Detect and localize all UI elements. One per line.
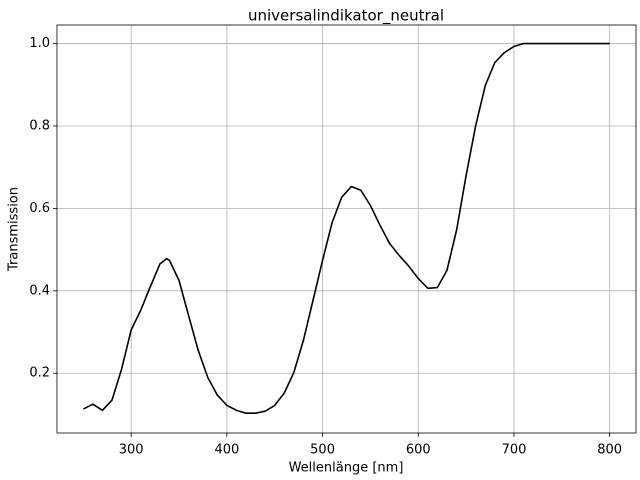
y-tick-label: 0.2 [29, 366, 50, 381]
x-tick-label: 500 [310, 443, 335, 458]
y-tick-label: 0.8 [29, 118, 50, 133]
plot-frame [56, 24, 637, 434]
x-tick-label: 400 [214, 443, 239, 458]
x-tick-label: 700 [502, 443, 527, 458]
y-tick-label: 0.4 [29, 283, 50, 298]
x-axis-label: Wellenlänge [nm] [289, 461, 404, 476]
data-line [82, 42, 610, 415]
x-tick-label: 300 [119, 443, 144, 458]
chart-title: universalindikator_neutral [248, 7, 444, 26]
y-axis-label: Transmission [7, 187, 22, 272]
x-tick-label: 800 [597, 443, 622, 458]
x-tick-label: 600 [406, 443, 431, 458]
y-tick-label: 1.0 [29, 36, 50, 51]
y-tick-label: 0.6 [29, 201, 50, 216]
